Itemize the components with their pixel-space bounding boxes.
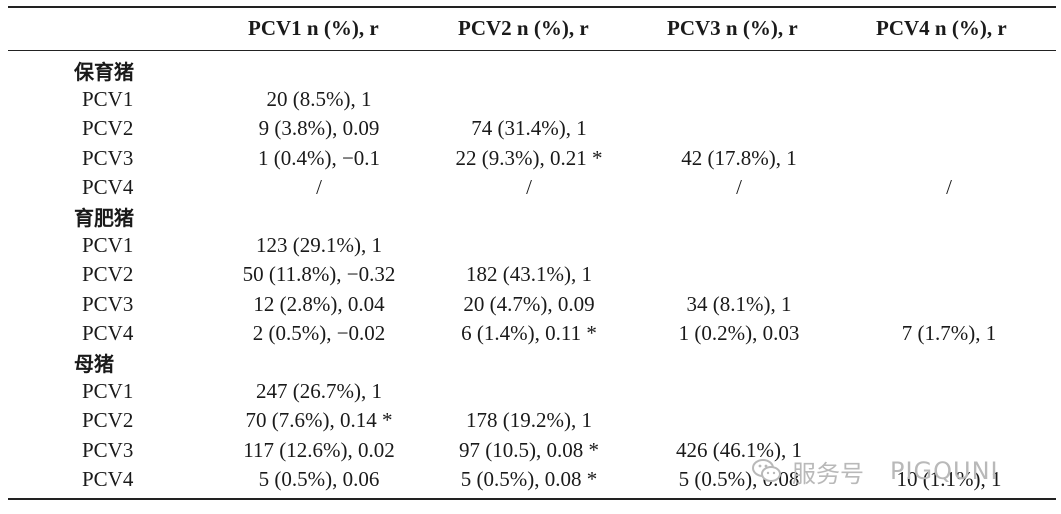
table-cell: 12 (2.8%), 0.04 <box>253 291 385 316</box>
table-cell: 7 (1.7%), 1 <box>901 321 997 346</box>
row-label: PCV2 <box>82 116 134 141</box>
table-row: PCV2 9 (3.8%), 0.09 74 (31.4%), 1 <box>0 114 1061 143</box>
table-cell: 6 (1.4%), 0.11 * <box>461 321 597 346</box>
row-label: PCV4 <box>82 321 134 346</box>
group-label: 母猪 <box>74 352 114 376</box>
row-label: PCV1 <box>82 87 134 111</box>
table-cell: 20 (4.7%), 0.09 <box>463 291 595 316</box>
table-cell: 20 (8.5%), 1 <box>266 87 372 111</box>
watermark-text-cn: 服务号 <box>792 459 864 488</box>
table-cell: 426 (46.1%), 1 <box>676 437 802 462</box>
table-cell: 34 (8.1%), 1 <box>686 291 792 316</box>
table-cell: 178 (19.2%), 1 <box>466 408 592 433</box>
table-cell: 1 (0.2%), 0.03 <box>678 321 800 346</box>
wechat-icon <box>752 459 781 482</box>
table-header-rule <box>8 50 1056 51</box>
table-row: PCV3 117 (12.6%), 0.02 97 (10.5), 0.08 * 42… <box>0 436 1061 465</box>
header-pcv2: PCV2 n (%), r <box>458 16 589 40</box>
group-label: 保育猪 <box>74 60 134 84</box>
table-row: PCV4 5 (0.5%), 0.06 5 (0.5%), 0.08 * 5 (0.5… <box>0 465 1061 494</box>
table-row: PCV4 2 (0.5%), −0.02 6 (1.4%), 0.11 * 1 (0.… <box>0 319 1061 348</box>
row-label: PCV4 <box>82 175 134 200</box>
table-row: PCV2 50 (11.8%), −0.32 182 (43.1%), 1 <box>0 260 1061 289</box>
row-label: PCV3 <box>82 291 134 316</box>
watermark-text-en: PIGQUNI <box>890 457 999 485</box>
table-cell: 5 (0.5%), 0.08 * <box>460 467 598 492</box>
table-row: PCV4 / / / / <box>0 173 1061 202</box>
table-row: PCV3 1 (0.4%), −0.1 22 (9.3%), 0.21 * 42 (1… <box>0 144 1061 173</box>
table-cell: 70 (7.6%), 0.14 * <box>245 408 393 433</box>
group-label: 育肥猪 <box>74 206 134 230</box>
table-cell: 117 (12.6%), 0.02 <box>243 437 395 462</box>
table-bottom-rule <box>8 498 1056 500</box>
table-cell: 5 (0.5%), 0.06 <box>258 467 380 492</box>
watermark: 服务号 PIGQUNI <box>752 454 999 488</box>
table-row: PCV2 70 (7.6%), 0.14 * 178 (19.2%), 1 <box>0 406 1061 435</box>
table-cell: 2 (0.5%), −0.02 <box>252 321 386 346</box>
table-cell: / <box>946 175 952 200</box>
table-cell: 74 (31.4%), 1 <box>471 116 587 141</box>
row-label: PCV3 <box>82 145 134 170</box>
table-cell: 9 (3.8%), 0.09 <box>258 116 380 141</box>
table-cell: / <box>736 175 742 200</box>
table-cell: / <box>316 175 322 200</box>
table-cell: 1 (0.4%), −0.1 <box>257 145 381 170</box>
table-cell: 42 (17.8%), 1 <box>681 145 797 170</box>
table-row: PCV3 12 (2.8%), 0.04 20 (4.7%), 0.09 34 (8.… <box>0 290 1061 319</box>
table-cell: 50 (11.8%), −0.32 <box>242 262 396 287</box>
table-cell: 97 (10.5), 0.08 * <box>459 437 599 462</box>
table-cell: 123 (29.1%), 1 <box>256 233 382 257</box>
row-label: PCV1 <box>82 233 134 257</box>
row-label: PCV1 <box>82 379 134 403</box>
table-cell: 10 (1.1%), 1 <box>896 467 1002 492</box>
row-label: PCV3 <box>82 437 134 462</box>
table-row: PCV1 20 (8.5%), 1 <box>0 85 1061 114</box>
header-pcv3: PCV3 n (%), r <box>667 16 798 40</box>
header-pcv1: PCV1 n (%), r <box>248 16 379 40</box>
table-top-rule <box>8 6 1056 8</box>
header-pcv4: PCV4 n (%), r <box>876 16 1007 40</box>
table-row: PCV1 123 (29.1%), 1 <box>0 231 1061 260</box>
table-cell: 247 (26.7%), 1 <box>256 379 382 403</box>
table-cell: / <box>526 175 532 200</box>
table-cell: 22 (9.3%), 0.21 * <box>455 145 603 170</box>
table-cell: 182 (43.1%), 1 <box>466 262 592 287</box>
row-label: PCV2 <box>82 408 134 433</box>
table-row: PCV1 247 (26.7%), 1 <box>0 377 1061 406</box>
row-label: PCV4 <box>82 467 134 492</box>
row-label: PCV2 <box>82 262 134 287</box>
